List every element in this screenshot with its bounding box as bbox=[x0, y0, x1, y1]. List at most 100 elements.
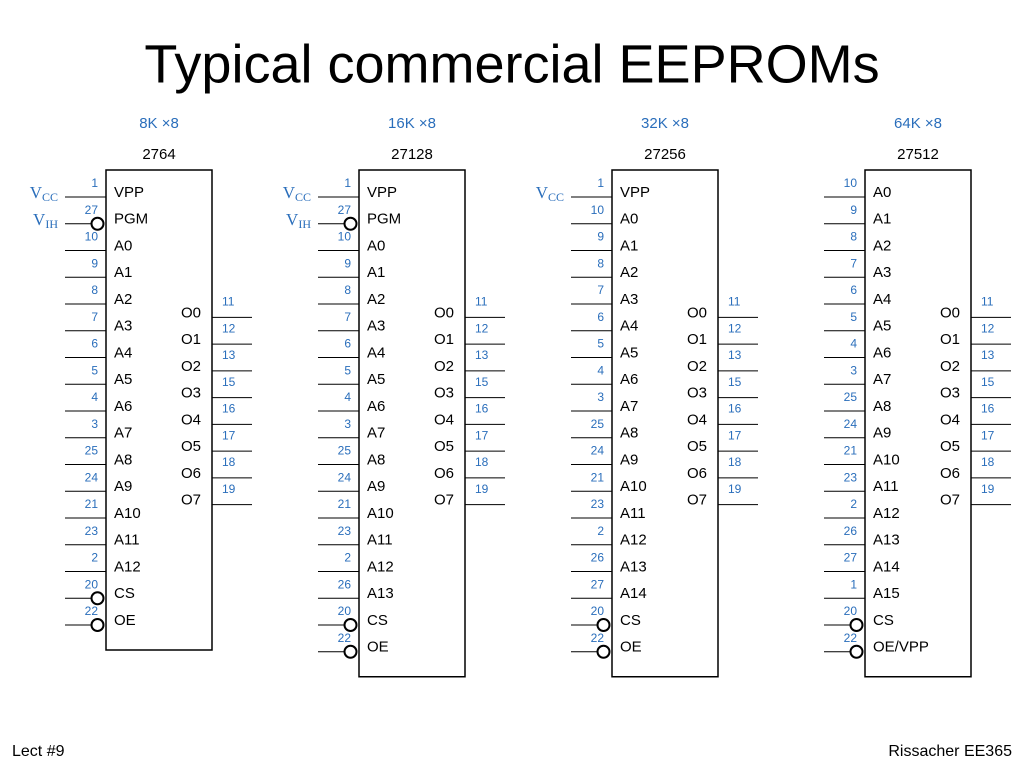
pin-number: 2 bbox=[850, 497, 857, 511]
pin-number: 17 bbox=[981, 428, 995, 442]
pin-number: 6 bbox=[597, 310, 604, 324]
signal-sub: IH bbox=[45, 217, 58, 231]
pin-number: 17 bbox=[475, 428, 489, 442]
pin-number: 7 bbox=[597, 283, 604, 297]
pin-number: 15 bbox=[222, 375, 236, 389]
chip-size: 16K ×8 bbox=[388, 115, 436, 132]
pin-name: A1 bbox=[620, 237, 638, 254]
pin-name: A2 bbox=[114, 291, 132, 308]
pin-number: 3 bbox=[344, 417, 351, 431]
pin-number: 8 bbox=[344, 283, 351, 297]
pin-name: O0 bbox=[940, 304, 960, 321]
pin-number: 21 bbox=[338, 497, 352, 511]
chip-part: 27512 bbox=[897, 146, 939, 163]
pin-name: A12 bbox=[620, 532, 647, 549]
inversion-bubble bbox=[343, 644, 358, 659]
pin-name: O6 bbox=[434, 465, 454, 482]
signal-main: V bbox=[536, 183, 549, 202]
pin-name: A8 bbox=[873, 398, 891, 415]
pin-number: 3 bbox=[597, 390, 604, 404]
pin-name: O4 bbox=[687, 411, 707, 428]
pin-name: A1 bbox=[114, 264, 132, 281]
pin-name: A5 bbox=[620, 344, 638, 361]
pin-name: A8 bbox=[114, 451, 132, 468]
pin-number: 12 bbox=[475, 321, 489, 335]
pin-name: A13 bbox=[620, 558, 647, 575]
pin-number: 20 bbox=[591, 604, 605, 618]
pin-name: PGM bbox=[114, 211, 148, 228]
signal-label: VIH bbox=[286, 210, 311, 231]
footer-left: Lect #9 bbox=[12, 743, 65, 760]
pin-name: A0 bbox=[873, 184, 891, 201]
pin-number: 9 bbox=[850, 203, 857, 217]
chip-size: 64K ×8 bbox=[894, 115, 942, 132]
signal-main: V bbox=[30, 183, 43, 202]
pin-name: O5 bbox=[434, 438, 454, 455]
signal-main: V bbox=[33, 210, 46, 229]
slide-title: Typical commercial EEPROMs bbox=[144, 34, 879, 94]
pin-number: 16 bbox=[475, 402, 489, 416]
pin-name: A3 bbox=[873, 264, 891, 281]
pin-name: A14 bbox=[620, 585, 647, 602]
pin-name: OE bbox=[114, 612, 136, 629]
chip: 64K ×8 27512 A0 10 A1 9 A2 8 A3 7 A4 6 A5 5 A6 4 A7 3 A8 25… bbox=[824, 115, 1011, 678]
pin-number: 25 bbox=[85, 444, 99, 458]
pin-name: A5 bbox=[367, 371, 385, 388]
pin-number: 20 bbox=[85, 577, 99, 591]
pin-name: A2 bbox=[367, 291, 385, 308]
pin-number: 2 bbox=[344, 551, 351, 565]
pin-number: 10 bbox=[844, 176, 858, 190]
pin-name: A0 bbox=[367, 237, 385, 254]
signal-sub: CC bbox=[295, 190, 311, 204]
pin-number: 22 bbox=[85, 604, 99, 618]
pin-name: O5 bbox=[181, 438, 201, 455]
pin-number: 24 bbox=[338, 470, 352, 484]
pin-name: A7 bbox=[367, 425, 385, 442]
pin-name: OE bbox=[367, 639, 389, 656]
pin-name: A4 bbox=[620, 318, 638, 335]
pin-number: 11 bbox=[728, 295, 741, 309]
pin-number: 7 bbox=[91, 310, 98, 324]
pin-number: 16 bbox=[981, 402, 995, 416]
pin-name: O4 bbox=[181, 411, 201, 428]
pin-number: 10 bbox=[338, 230, 352, 244]
chip-body bbox=[358, 169, 466, 678]
pin-name: A5 bbox=[114, 371, 132, 388]
pin-name: A1 bbox=[367, 264, 385, 281]
pin-name: O7 bbox=[434, 492, 454, 509]
chip: 32K ×8 27256 VPP 1 VCC A0 10 A1 9 A2 8 A3 7 A4 6 A5 5 A6 4… bbox=[536, 115, 758, 678]
pin-number: 6 bbox=[344, 337, 351, 351]
pin-number: 23 bbox=[85, 524, 99, 538]
pin-number: 12 bbox=[222, 321, 236, 335]
pin-name: O5 bbox=[940, 438, 960, 455]
inversion-bubble bbox=[849, 644, 864, 659]
pin-number: 1 bbox=[850, 577, 857, 591]
pin-name: O6 bbox=[940, 465, 960, 482]
signal-main: V bbox=[283, 183, 296, 202]
chip-body bbox=[864, 169, 972, 678]
pin-number: 21 bbox=[85, 497, 99, 511]
pin-name: A3 bbox=[367, 318, 385, 335]
pin-number: 4 bbox=[850, 337, 857, 351]
pin-name: O2 bbox=[687, 358, 707, 375]
pin-name: O3 bbox=[687, 385, 707, 402]
pin-name: A2 bbox=[620, 264, 638, 281]
pin-number: 19 bbox=[222, 482, 236, 496]
pin-number: 24 bbox=[591, 444, 605, 458]
pin-number: 27 bbox=[591, 577, 605, 591]
pin-name: A2 bbox=[873, 237, 891, 254]
signal-main: V bbox=[286, 210, 299, 229]
pin-number: 3 bbox=[91, 417, 98, 431]
pin-number: 24 bbox=[85, 470, 99, 484]
chip-part: 27128 bbox=[391, 146, 433, 163]
pin-name: PGM bbox=[367, 211, 401, 228]
inversion-bubble bbox=[90, 216, 105, 231]
pin-name: O1 bbox=[434, 331, 454, 348]
inversion-bubble bbox=[343, 216, 358, 231]
footer-right: Rissacher EE365 bbox=[888, 743, 1012, 760]
pin-number: 19 bbox=[475, 482, 489, 496]
pin-number: 11 bbox=[981, 295, 994, 309]
pin-number: 25 bbox=[338, 444, 352, 458]
inversion-bubble bbox=[596, 644, 611, 659]
pin-name: O3 bbox=[434, 385, 454, 402]
